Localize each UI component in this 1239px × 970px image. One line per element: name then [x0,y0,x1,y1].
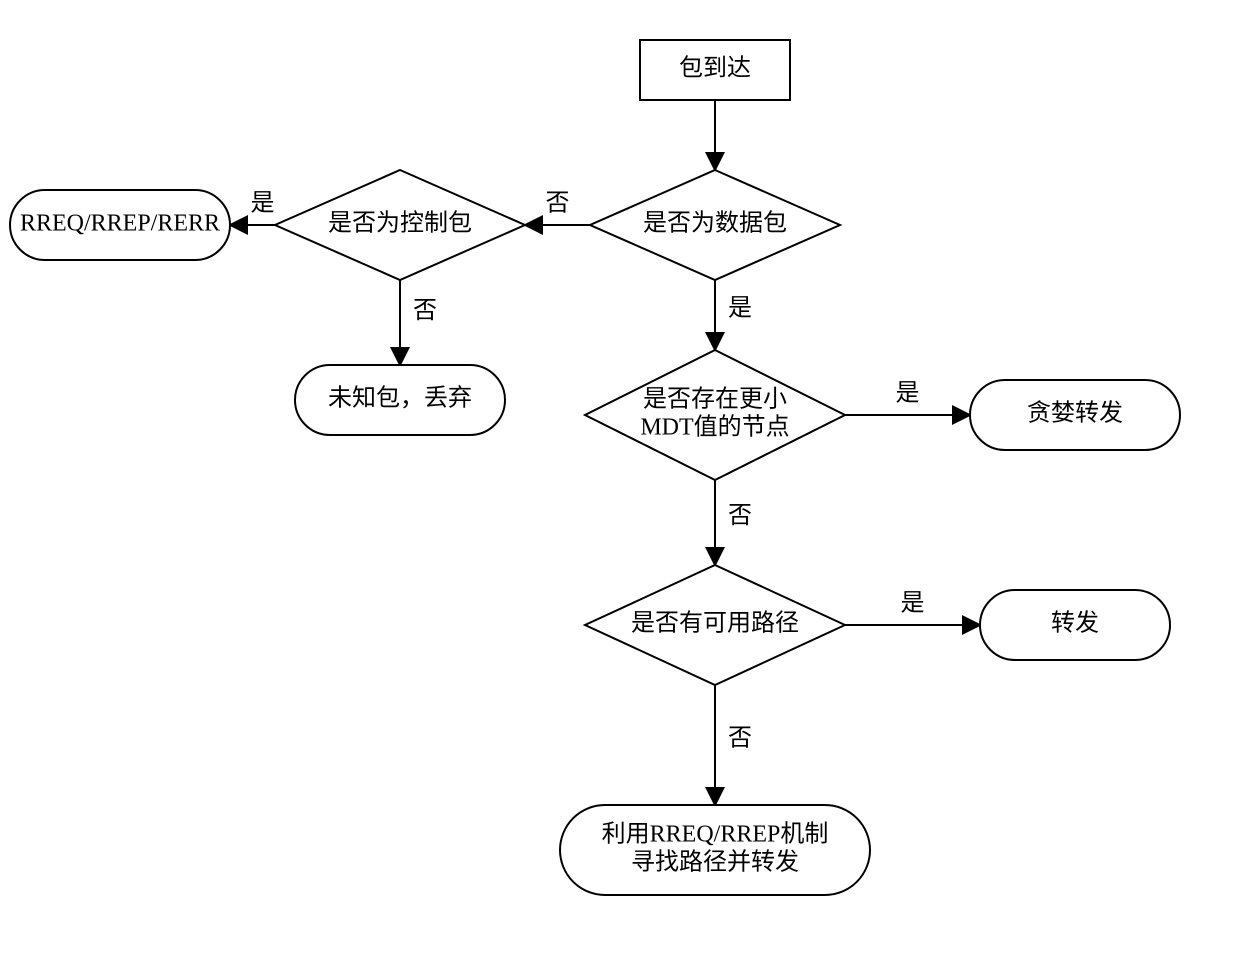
edge-label-d_data-d_ctrl: 否 [546,191,570,217]
node-t_fwd: 转发 [980,590,1170,660]
node-text-t_greedy-line0: 贪婪转发 [1027,400,1123,427]
edge-label-d_ctrl-t_rreq: 是 [251,191,275,217]
node-text-t_find-line0: 利用RREQ/RREP机制 [602,821,829,848]
edge-label-d_path-t_fwd: 是 [901,591,925,617]
node-t_greedy: 贪婪转发 [970,380,1180,450]
node-text-t_find-line1: 寻找路径并转发 [631,848,799,875]
node-d_mdt: 是否存在更小MDT值的节点 [585,350,845,480]
node-text-t_rreq-line0: RREQ/RREP/RERR [20,211,220,237]
node-text-t_unk-line0: 未知包，丢弃 [328,385,472,412]
edge-label-d_mdt-t_greedy: 是 [896,381,920,407]
node-text-d_path-line0: 是否有可用路径 [631,610,799,637]
node-t_unk: 未知包，丢弃 [295,365,505,435]
node-text-d_mdt-line1: MDT值的节点 [640,413,789,440]
node-text-start-line0: 包到达 [679,55,751,82]
node-t_find: 利用RREQ/RREP机制寻找路径并转发 [560,805,870,895]
edge-label-d_data-d_mdt: 是 [728,296,752,322]
node-text-d_mdt-line0: 是否存在更小 [643,386,787,413]
edge-label-d_ctrl-t_unk: 否 [413,298,437,324]
edge-label-d_path-t_find: 否 [728,726,752,752]
node-d_ctrl: 是否为控制包 [275,170,525,280]
node-text-d_data-line0: 是否为数据包 [643,210,787,237]
node-text-t_fwd-line0: 转发 [1051,610,1099,637]
edge-label-d_mdt-d_path: 否 [728,503,752,529]
node-d_path: 是否有可用路径 [585,565,845,685]
node-text-d_ctrl-line0: 是否为控制包 [328,210,472,237]
node-d_data: 是否为数据包 [590,170,840,280]
flowchart-canvas: 否是否是是否是否包到达是否为数据包是否为控制包RREQ/RREP/RERR未知包… [0,0,1239,970]
node-t_rreq: RREQ/RREP/RERR [10,190,230,260]
node-start: 包到达 [640,40,790,100]
